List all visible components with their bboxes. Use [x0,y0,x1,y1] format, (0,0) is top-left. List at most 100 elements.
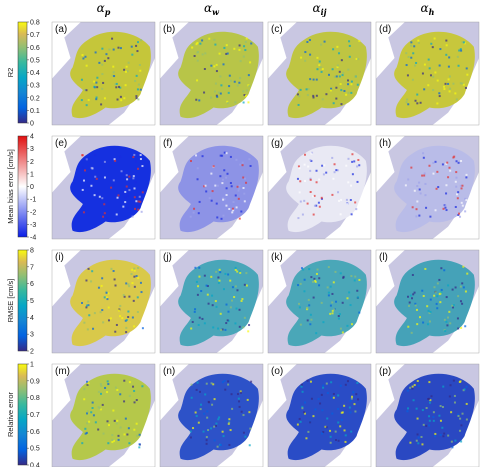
data-speckle [411,385,414,388]
data-speckle [457,191,460,194]
data-speckle [349,411,352,414]
data-speckle [87,185,90,188]
data-speckle [206,293,209,296]
data-speckle [239,390,242,393]
data-speckle [320,196,323,199]
data-speckle [309,178,312,181]
data-speckle [441,426,444,429]
colorbar-tick-label: 0.6 [30,45,40,52]
data-speckle [413,189,416,192]
panel-frame [51,249,156,354]
data-speckle [219,154,222,157]
data-speckle [132,385,135,388]
data-speckle [331,412,334,415]
data-speckle [425,424,428,427]
data-speckle [248,411,251,414]
data-speckle [427,84,430,87]
data-speckle [448,310,451,313]
data-speckle [97,406,100,409]
data-speckle [228,418,231,421]
data-speckle [445,44,448,47]
data-speckle [447,284,450,287]
data-speckle [195,388,198,391]
data-speckle [414,302,417,305]
colorbar-tick-label: 0 [30,184,34,191]
data-speckle [443,318,446,321]
data-speckle [456,193,459,196]
data-speckle [428,397,431,400]
data-speckle [126,70,129,73]
data-speckle [210,427,213,430]
data-speckle [351,173,354,176]
data-speckle [325,93,328,96]
data-speckle [247,330,250,333]
data-speckle [115,323,118,326]
data-speckle [111,438,114,441]
panel-frame [267,249,372,354]
data-speckle [303,411,306,414]
data-speckle [223,379,226,382]
data-speckle [111,74,114,77]
data-speckle [82,57,85,60]
data-speckle [453,155,456,158]
data-speckle [124,417,127,420]
data-speckle [358,39,361,42]
data-speckle [223,151,226,154]
data-speckle [106,298,109,301]
data-speckle [445,184,448,187]
colorbar-tick-label: 0.7 [30,412,40,419]
data-speckle [123,379,126,382]
land-mass [52,364,81,421]
data-speckle [119,47,122,50]
data-speckle [314,280,317,283]
data-speckle [455,171,458,174]
panel-label: (d) [379,24,391,35]
land-mass [432,286,479,353]
data-speckle [242,431,245,434]
data-speckle [422,156,425,159]
data-speckle [244,94,247,97]
data-speckle [135,44,138,47]
data-speckle [409,386,412,389]
data-speckle [203,91,206,94]
data-speckle [455,185,458,188]
data-speckle [111,37,114,40]
data-speckle [432,89,435,92]
land-mass [268,136,297,193]
data-speckle [337,439,340,442]
data-speckle [430,42,433,45]
data-speckle [221,197,224,200]
data-speckle [197,421,200,424]
data-speckle [102,321,105,324]
data-speckle [460,187,463,190]
data-speckle [226,100,229,103]
data-speckle [229,279,232,282]
data-speckle [297,284,300,287]
data-speckle [229,182,232,185]
data-speckle [309,177,312,180]
data-speckle [124,196,127,199]
data-speckle [416,185,419,188]
data-speckle [441,405,444,408]
data-speckle [355,209,358,212]
data-speckle [313,194,316,197]
data-speckle [248,324,251,327]
data-speckle [459,300,462,303]
data-speckle [122,192,125,195]
data-speckle [85,412,88,415]
data-speckle [425,206,428,209]
data-speckle [224,328,227,331]
data-speckle [322,386,325,389]
data-speckle [116,389,119,392]
colorbar-tick-label: 5 [30,298,34,305]
data-speckle [130,273,133,276]
data-speckle [248,444,251,447]
data-speckle [305,437,308,440]
data-speckle [405,52,408,55]
data-speckle [195,154,198,157]
data-speckle [443,432,446,435]
column-title-symbol: α [204,1,212,15]
data-speckle [442,385,445,388]
data-speckle [239,163,242,166]
data-speckle [460,424,463,427]
